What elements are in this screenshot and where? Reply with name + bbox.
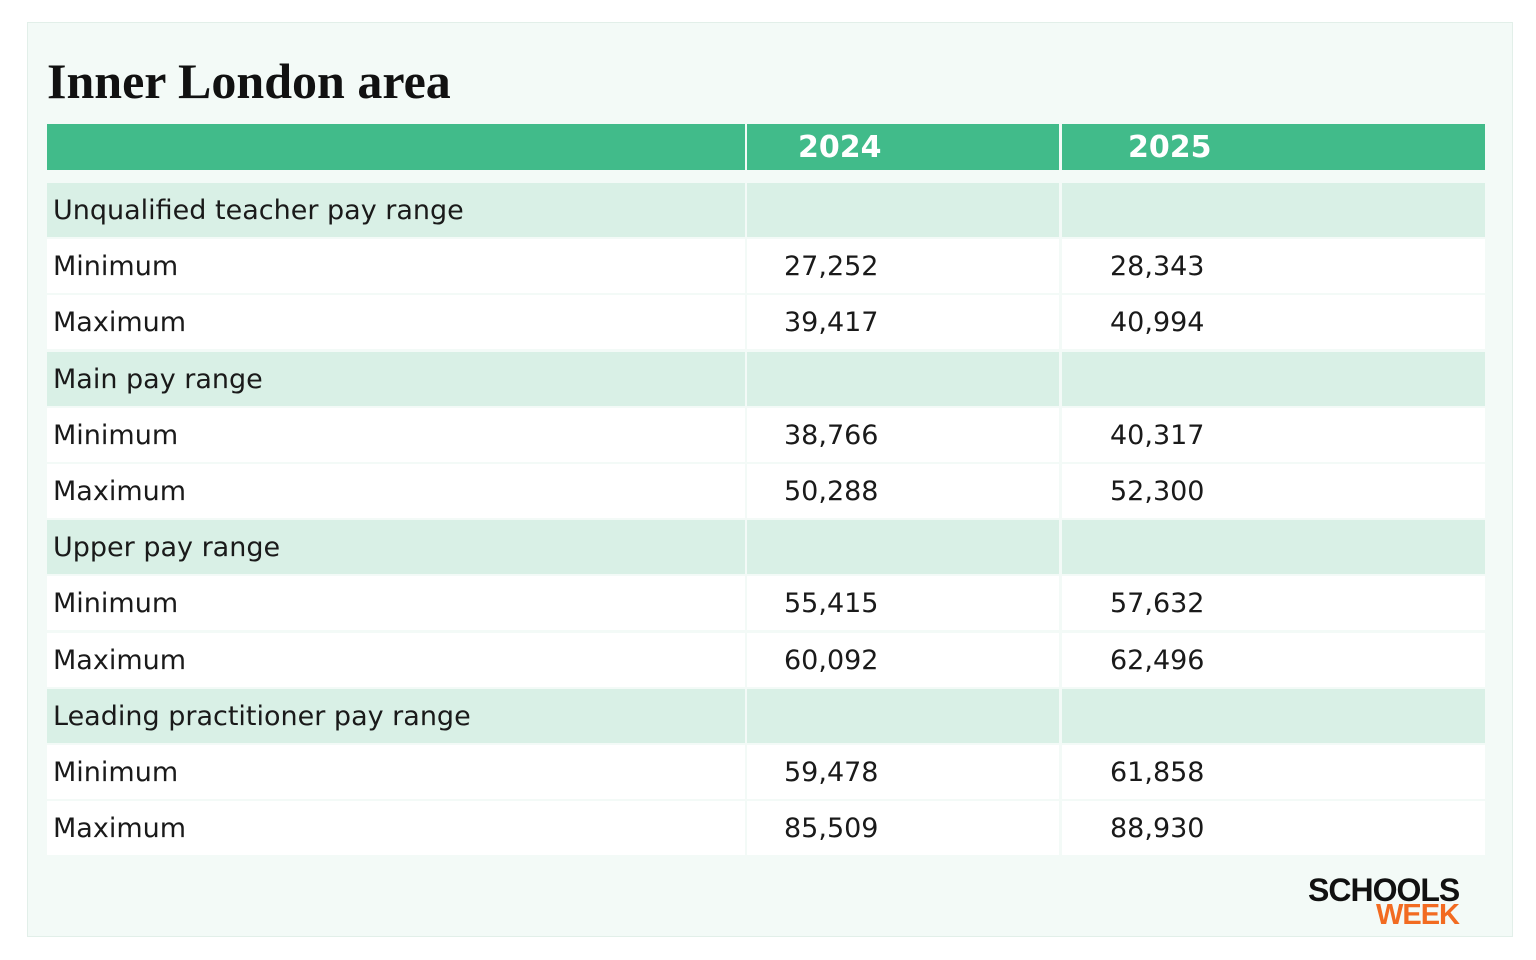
logo-text: WEEK: [1376, 899, 1460, 931]
section-label: Unqualified teacher pay range: [47, 183, 745, 237]
header-cell: 2024: [747, 124, 1059, 170]
value-cell: 85,509: [747, 801, 1059, 855]
value-cell: 61,858: [1062, 745, 1485, 799]
value-cell: 27,252: [747, 239, 1059, 293]
value-cell: 88,930: [1062, 801, 1485, 855]
row-label: Maximum: [47, 801, 745, 855]
value-cell: 55,415: [747, 576, 1059, 630]
value-cell: 62,496: [1062, 633, 1485, 687]
row-label: Maximum: [47, 295, 745, 349]
value-cell: 28,343: [1062, 239, 1485, 293]
header-cell: 2025: [1062, 124, 1485, 170]
value-cell: 38,766: [747, 408, 1059, 462]
value-cell: 60,092: [747, 633, 1059, 687]
empty-cell: [1062, 183, 1485, 237]
value-cell: 39,417: [747, 295, 1059, 349]
row-label: Maximum: [47, 633, 745, 687]
row-label: Minimum: [47, 239, 745, 293]
row-label: Minimum: [47, 408, 745, 462]
row-label: Minimum: [47, 576, 745, 630]
title: Inner London area: [47, 53, 451, 109]
row-label: Maximum: [47, 464, 745, 518]
empty-cell: [747, 520, 1059, 574]
value-cell: 52,300: [1062, 464, 1485, 518]
value-cell: 59,478: [747, 745, 1059, 799]
empty-cell: [1062, 520, 1485, 574]
empty-cell: [747, 183, 1059, 237]
empty-cell: [1062, 689, 1485, 743]
value-cell: 40,317: [1062, 408, 1485, 462]
logo-text: SCHOOLS: [1308, 872, 1460, 908]
empty-cell: [747, 352, 1059, 406]
header-cell: [47, 124, 745, 170]
value-cell: 40,994: [1062, 295, 1485, 349]
empty-cell: [747, 689, 1059, 743]
section-label: Upper pay range: [47, 520, 745, 574]
row-label: Minimum: [47, 745, 745, 799]
section-label: Leading practitioner pay range: [47, 689, 745, 743]
value-cell: 50,288: [747, 464, 1059, 518]
empty-cell: [1062, 352, 1485, 406]
value-cell: 57,632: [1062, 576, 1485, 630]
section-label: Main pay range: [47, 352, 745, 406]
